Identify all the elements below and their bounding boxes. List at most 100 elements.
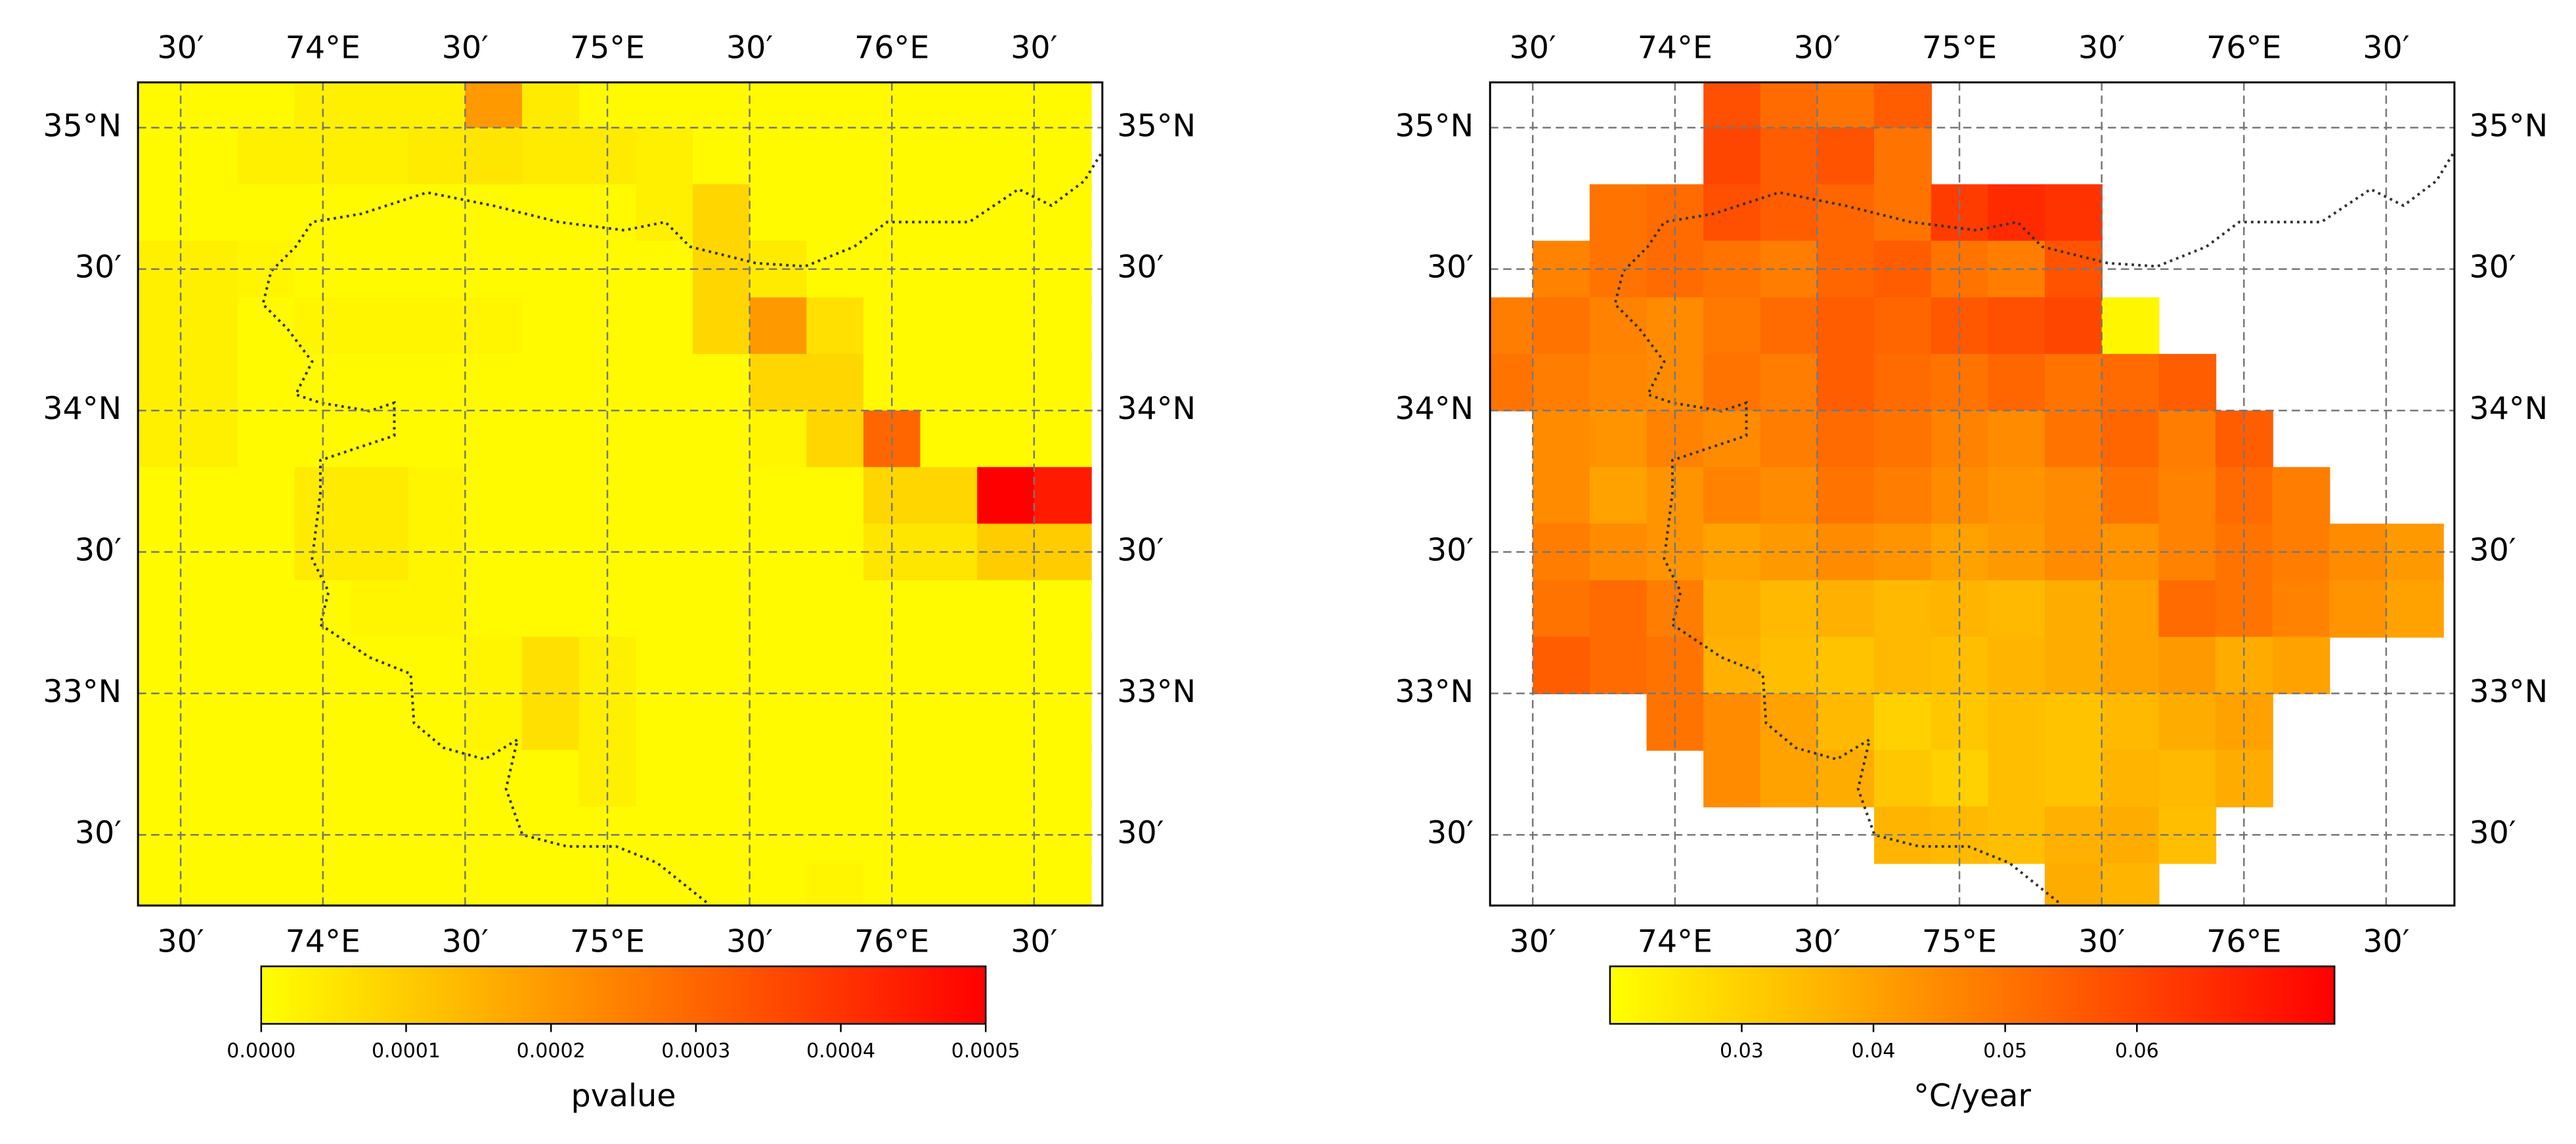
cell [920, 749, 978, 808]
cell [351, 580, 409, 638]
cell [1703, 693, 1762, 751]
y-tick-label: 35°N [1395, 108, 1474, 144]
cell [692, 580, 751, 638]
x-tick-label: 74°E [286, 30, 360, 66]
cell [1817, 297, 1875, 355]
y-tick-label: 30′ [1427, 532, 1474, 568]
cell [1817, 184, 1875, 242]
cell [237, 184, 295, 242]
cell [351, 636, 409, 695]
cell [1874, 580, 1932, 638]
cell [920, 297, 978, 355]
cell [1034, 127, 1092, 185]
y-tick-label: 33°N [2469, 674, 2548, 710]
cell [977, 297, 1036, 355]
cell [1760, 580, 1818, 638]
cell [1490, 353, 1534, 412]
y-tick-label: 35°N [2469, 108, 2548, 144]
y-tick-label: 30′ [1427, 250, 1474, 286]
cell [692, 467, 751, 525]
heatmap [138, 82, 1092, 906]
cell [1034, 467, 1092, 525]
cell [977, 127, 1036, 185]
cell [806, 636, 865, 695]
x-tick-label: 30′ [442, 30, 489, 66]
cell [1817, 580, 1875, 638]
cell [408, 863, 466, 906]
cell [806, 353, 865, 412]
cell [181, 353, 239, 412]
cell [237, 636, 295, 695]
cell [806, 693, 865, 751]
cell [636, 127, 694, 185]
cell [636, 297, 694, 355]
colorbar-tick-label: 0.03 [1720, 1040, 1764, 1063]
cell [806, 467, 865, 525]
cell [522, 863, 580, 906]
cell [749, 184, 808, 242]
cell [1760, 127, 1818, 185]
cell [692, 184, 751, 242]
cell [408, 636, 466, 695]
cell [692, 297, 751, 355]
map-border [261, 150, 1102, 904]
x-tick-label: 74°E [1638, 30, 1713, 66]
cell [522, 127, 580, 185]
cell [806, 82, 865, 129]
cell [977, 467, 1036, 525]
x-tick-label: 30′ [158, 923, 204, 959]
colorbar-label: pvalue [571, 1078, 676, 1114]
cell [1034, 297, 1092, 355]
cell [2045, 467, 2103, 525]
cell [1034, 863, 1092, 906]
cell [1874, 353, 1932, 412]
y-tick-label: 33°N [1395, 674, 1474, 710]
cell [465, 467, 523, 525]
cell [1988, 580, 2046, 638]
cell [2045, 580, 2103, 638]
colorbar-tick-label: 0.0005 [951, 1040, 1020, 1063]
cell [351, 410, 409, 468]
cell [181, 410, 239, 468]
cell [237, 410, 295, 468]
cell [1034, 410, 1092, 468]
y-tick-label: 34°N [43, 391, 121, 427]
cell [2158, 467, 2217, 525]
x-tick-label: 74°E [1638, 923, 1713, 959]
cell [1533, 580, 1591, 638]
cell [181, 184, 239, 242]
cell [351, 693, 409, 751]
cell [2158, 749, 2217, 808]
colorbar [260, 965, 987, 1025]
cell [1589, 467, 1648, 525]
cell [1034, 353, 1092, 412]
cell [977, 410, 1036, 468]
y-tick-label: 30′ [1117, 250, 1164, 286]
cell [1703, 353, 1762, 412]
cell [1874, 82, 1932, 129]
line-of-control [261, 150, 1102, 904]
cell [1533, 636, 1591, 695]
cell [522, 693, 580, 751]
cell [2386, 580, 2444, 638]
cell [138, 410, 182, 468]
cell [1533, 353, 1591, 412]
cell [977, 353, 1036, 412]
cell [522, 353, 580, 412]
cell [181, 636, 239, 695]
cell [920, 82, 978, 129]
cell [1034, 82, 1092, 129]
cell [920, 353, 978, 412]
cell [1874, 636, 1932, 695]
cell [749, 82, 808, 129]
cell [692, 127, 751, 185]
y-tick-label: 33°N [1117, 674, 1196, 710]
cell [2158, 636, 2217, 695]
cell [1760, 693, 1818, 751]
cell [1817, 353, 1875, 412]
colorbar-tick-label: 0.06 [2115, 1040, 2159, 1063]
cell [1034, 749, 1092, 808]
cell [692, 410, 751, 468]
cell [1703, 297, 1762, 355]
